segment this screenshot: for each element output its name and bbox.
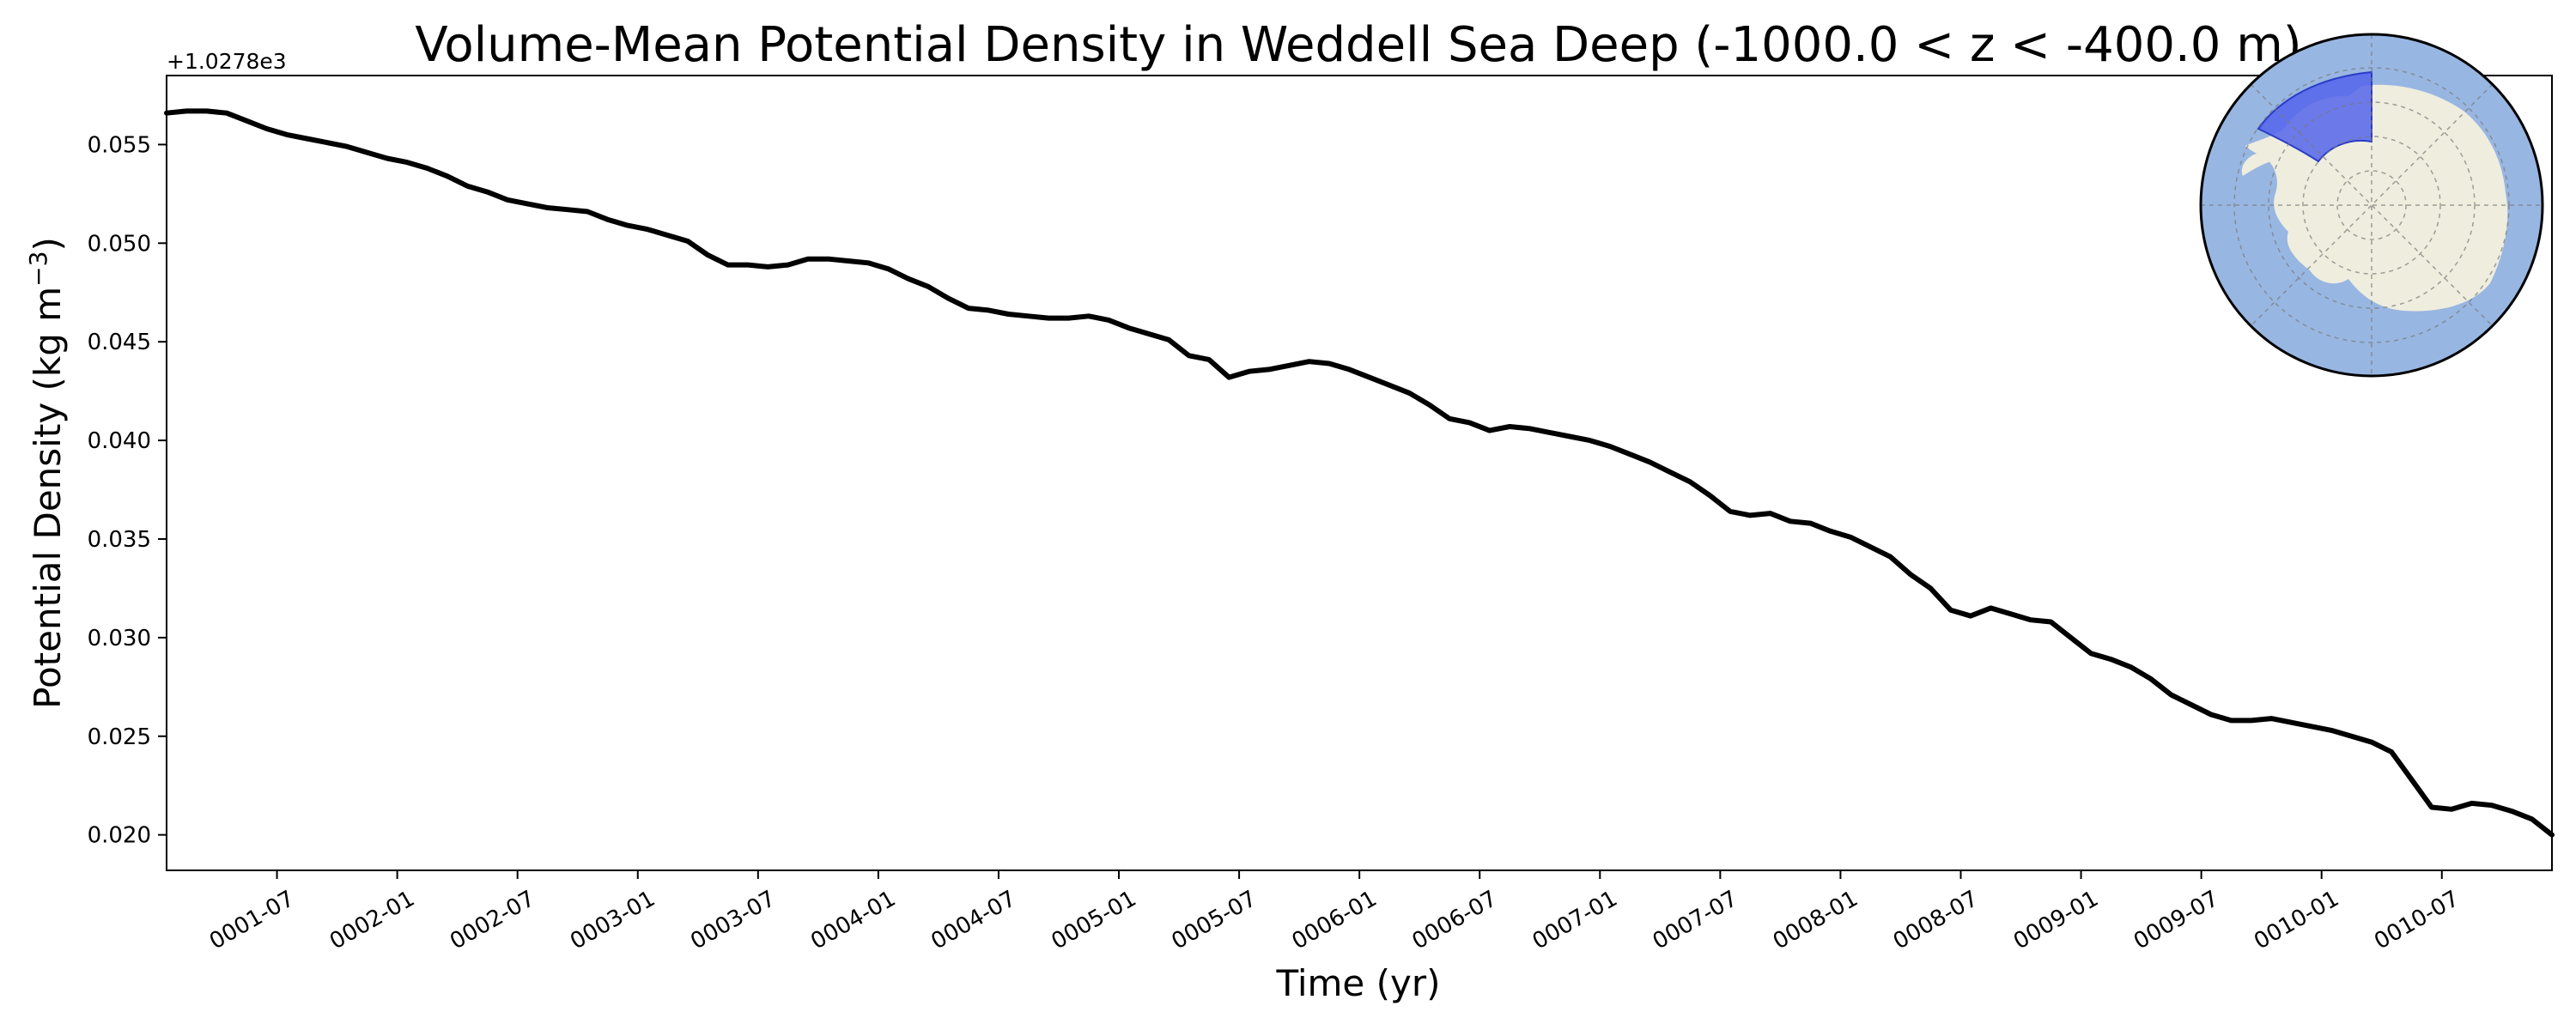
y-tick-label: 0.050	[88, 231, 151, 257]
y-tick-label: 0.055	[88, 132, 151, 158]
y-tick-label: 0.025	[88, 724, 151, 750]
y-tick-label: 0.035	[88, 527, 151, 553]
x-axis-label: Time (yr)	[1275, 962, 1440, 1004]
y-axis-ticks: 0.020 0.025 0.030 0.035 0.040 0.045 0.050 0.055	[88, 132, 167, 849]
y-axis-label-main: Potential Density (kg m	[27, 287, 69, 709]
y-tick-label: 0.040	[88, 428, 151, 454]
peninsula	[2241, 129, 2284, 176]
y-tick-label: 0.045	[88, 330, 151, 355]
y-tick-label: 0.020	[88, 823, 151, 849]
y-offset-label: +1.0278e3	[167, 49, 287, 74]
inset-antarctica-map	[2199, 33, 2544, 378]
y-tick-label: 0.030	[88, 626, 151, 651]
y-axis-label-superscript: −3	[24, 251, 52, 287]
y-axis-label: Potential Density (kg m−3)	[24, 237, 69, 709]
chart-title: Volume-Mean Potential Density in Weddell…	[415, 17, 2301, 73]
density-series-line	[164, 108, 2555, 838]
y-axis-label-close: )	[27, 237, 69, 251]
map-border	[2199, 33, 2544, 378]
map-graticule	[2201, 34, 2543, 376]
axes-frame	[166, 75, 2553, 871]
weddell-sea-region	[2257, 70, 2372, 163]
